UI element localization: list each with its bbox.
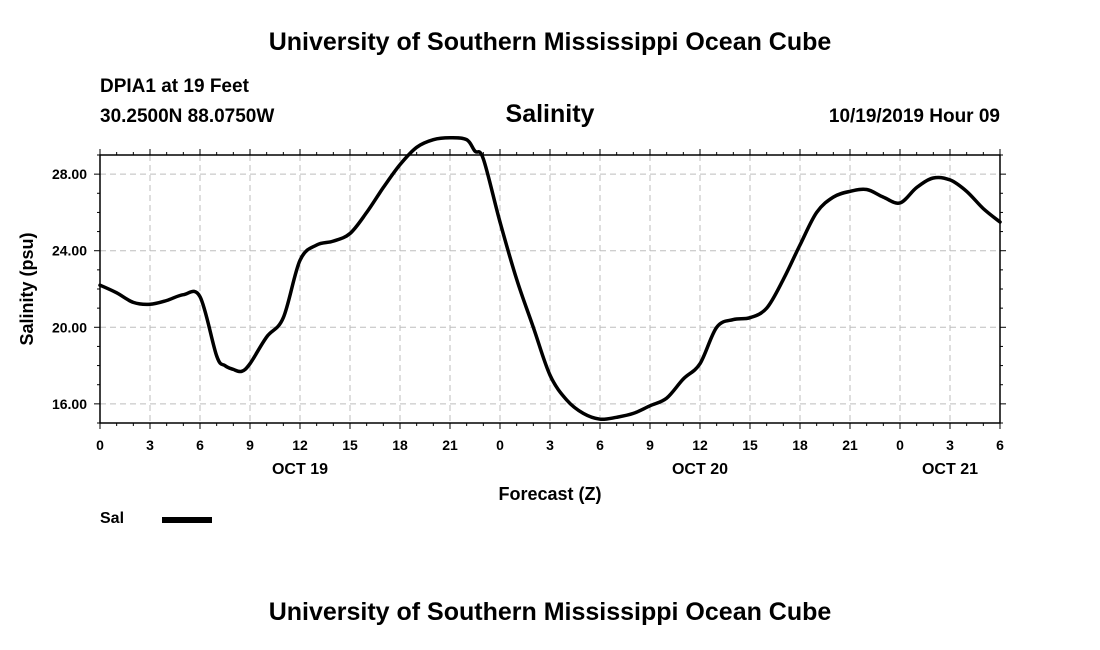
x-tick-label: 0 (496, 437, 504, 453)
x-tick-label: 12 (692, 437, 708, 453)
date-label: OCT 20 (672, 461, 728, 478)
chart-tick-labels: 0 3 6 9 12 15 18 21 0 3 6 9 12 15 18 21 0 3 6 16.00 20.00 24.… (52, 166, 1004, 478)
x-tick-label: 15 (342, 437, 358, 453)
x-tick-label: 3 (146, 437, 154, 453)
plot-frame (99, 154, 1001, 424)
x-tick-label: 0 (96, 437, 104, 453)
x-tick-label: 9 (246, 437, 254, 453)
x-tick-label: 3 (546, 437, 554, 453)
date-label: OCT 21 (922, 461, 978, 478)
forecast-datetime: 10/19/2019 Hour 09 (828, 106, 1000, 127)
x-axis-label: Forecast (Z) (498, 484, 601, 504)
station-label: DPIA1 at 19 Feet (100, 76, 249, 97)
x-tick-label: 9 (646, 437, 654, 453)
y-tick-label: 24.00 (52, 243, 87, 259)
x-tick-label: 3 (946, 437, 954, 453)
x-tick-label: 21 (842, 437, 858, 453)
y-tick-label: 28.00 (52, 166, 87, 182)
chart-grid (100, 155, 1000, 423)
footer-title: University of Southern Mississippi Ocean… (268, 598, 832, 626)
series-line-sal (98, 136, 1002, 422)
y-tick-label: 20.00 (52, 319, 87, 335)
legend-swatch (162, 517, 212, 523)
x-tick-label: 6 (996, 437, 1004, 453)
page-title: University of Southern Mississippi Ocean… (268, 28, 832, 56)
legend-label: Sal (100, 510, 125, 527)
y-axis-label: Salinity (psu) (17, 232, 37, 345)
date-label: OCT 19 (272, 461, 328, 478)
y-tick-label: 16.00 (52, 396, 87, 412)
x-tick-label: 6 (596, 437, 604, 453)
x-tick-label: 18 (392, 437, 408, 453)
x-tick-label: 21 (442, 437, 458, 453)
chart-title: Salinity (505, 100, 595, 128)
x-tick-label: 12 (292, 437, 308, 453)
x-tick-label: 6 (196, 437, 204, 453)
x-tick-label: 18 (792, 437, 808, 453)
station-coordinates: 30.2500N 88.0750W (100, 106, 275, 127)
x-tick-label: 0 (896, 437, 904, 453)
x-tick-label: 15 (742, 437, 758, 453)
